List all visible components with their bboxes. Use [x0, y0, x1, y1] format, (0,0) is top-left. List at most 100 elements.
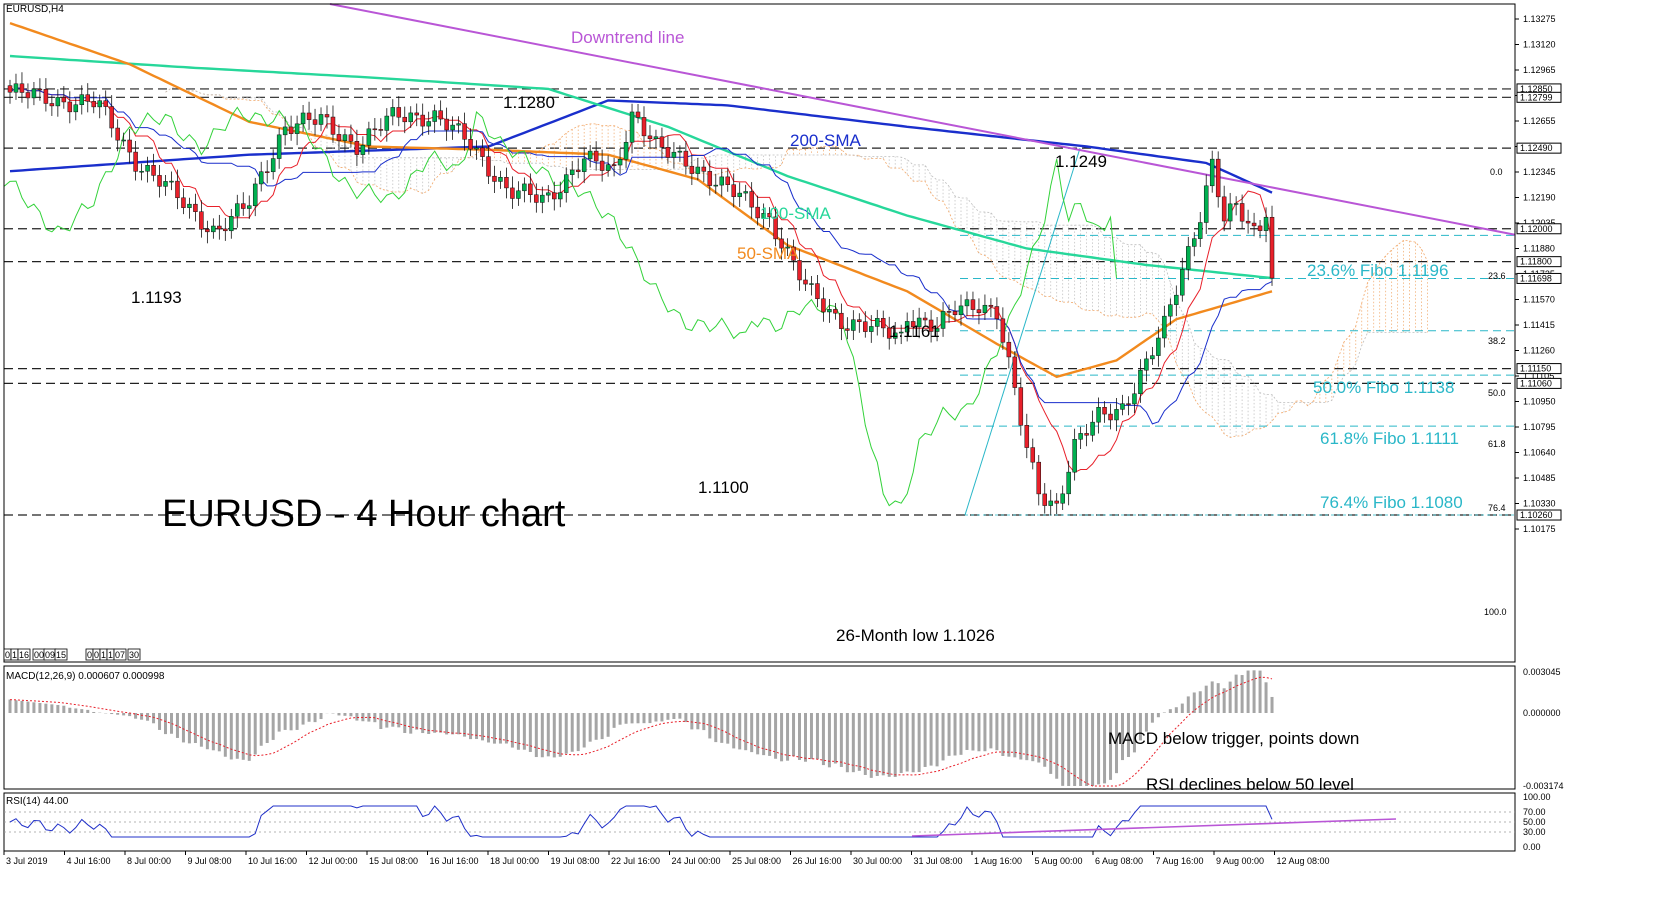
candle-body	[1024, 425, 1030, 448]
candle-body	[43, 89, 49, 104]
candle-body	[833, 309, 838, 314]
candle-body	[898, 331, 904, 334]
candle-body	[235, 203, 240, 217]
candle-body	[863, 321, 868, 332]
rsi-label: RSI(14) 44.00	[6, 796, 69, 807]
price-tick-label: 1.10640	[1523, 448, 1556, 458]
price-label-1-1249: 1.1249	[1055, 152, 1107, 171]
time-box-label: 07	[115, 650, 125, 660]
sma100-label: 100-SMA	[760, 204, 832, 223]
price-tick-label: 1.12190	[1523, 193, 1556, 203]
price-axis: 1.132751.131201.129651.128101.126551.125…	[3, 14, 1562, 661]
time-tick-label: 3 Jul 2019	[6, 856, 48, 866]
price-tick-label: 1.13120	[1523, 40, 1556, 50]
fibo-scale-23-6: 23.6	[1488, 271, 1506, 281]
sma200-line	[9, 99, 1273, 194]
time-axis: 3 Jul 2019 4 Jul 16:00 8 Jul 00:00 9 Jul 08…	[3, 851, 1330, 866]
candle-body	[892, 332, 898, 339]
candle-body	[982, 304, 988, 314]
time-tick-label: 12 Jul 00:00	[309, 856, 358, 866]
senkou-span-a	[165, 87, 1428, 438]
candle-body	[827, 309, 832, 313]
time-tick-label: 9 Aug 00:00	[1216, 856, 1264, 866]
horizontal-levels	[4, 88, 1515, 516]
level-box-label: 1.12799	[1520, 92, 1553, 102]
candle-body	[815, 283, 820, 300]
price-tick-label: 1.11105	[1523, 371, 1554, 381]
candle-body	[109, 106, 114, 129]
candle-body	[306, 112, 312, 120]
candle-body	[946, 311, 952, 313]
candle-body	[809, 283, 814, 285]
candle-body	[384, 115, 390, 131]
candle-body	[779, 238, 784, 249]
candle-body	[1012, 356, 1018, 388]
price-tick-label: 1.11880	[1523, 244, 1555, 254]
candle-body	[432, 110, 437, 122]
price-label-1-1100: 1.1100	[698, 478, 749, 497]
candle-body	[19, 83, 25, 93]
candle-body	[258, 171, 264, 185]
candle-body	[1048, 500, 1053, 506]
candle-body	[916, 317, 922, 328]
candle-body	[1006, 341, 1012, 358]
candle-body	[922, 317, 928, 321]
candle-body	[486, 156, 491, 177]
time-box-label: 1	[101, 650, 106, 660]
sma50-label: 50-SMA	[737, 244, 799, 263]
time-box	[127, 648, 141, 661]
candle-body	[599, 160, 605, 171]
chart-title: EURUSD - 4 Hour chart	[162, 493, 566, 535]
candle-body	[246, 205, 252, 209]
candle-body	[1060, 493, 1065, 504]
level-box	[1516, 377, 1562, 389]
candle-body	[677, 150, 683, 153]
candle-body	[217, 225, 222, 230]
candle-body	[994, 306, 1000, 320]
price-tick-label: 1.11415	[1523, 320, 1555, 330]
candle-body	[366, 128, 372, 146]
candle-body	[504, 177, 509, 189]
candle-body	[988, 304, 994, 307]
macd-note: MACD below trigger, points down	[1108, 729, 1359, 748]
candle-body	[145, 165, 150, 172]
candle-body	[952, 311, 958, 316]
time-box-label: 1	[108, 650, 113, 660]
time-box-label: 0	[5, 650, 10, 660]
rsi-tick-label: 0.00	[1523, 842, 1541, 852]
candle-body	[402, 116, 408, 123]
candle-body	[1078, 433, 1083, 440]
candle-body	[701, 166, 707, 172]
price-tick-label: 1.12035	[1523, 218, 1556, 228]
time-tick-label: 25 Jul 08:00	[732, 856, 781, 866]
rsi-tick-label: 50.00	[1523, 817, 1546, 827]
candle-body	[1197, 222, 1203, 239]
price-tick-label: 1.12655	[1523, 116, 1556, 126]
candle-body	[1174, 294, 1179, 305]
macd-panel-frame	[3, 665, 1516, 790]
candle-body	[1233, 203, 1239, 205]
rsi-tick-label: 30.00	[1523, 827, 1546, 837]
candle-body	[1138, 369, 1143, 395]
candle-body	[1209, 158, 1215, 187]
fibo-61-8-label: 61.8% Fibo 1.1111	[1320, 429, 1459, 448]
level-box-label: 1.12850	[1520, 84, 1553, 94]
candle-body	[163, 181, 168, 187]
candle-body	[1162, 315, 1167, 339]
candle-body	[976, 309, 982, 314]
time-tick-label: 16 Jul 16:00	[430, 856, 479, 866]
candle-body	[1186, 246, 1191, 270]
candle-body	[31, 88, 37, 99]
candle-body	[1108, 413, 1113, 421]
fibo-scale-100: 100.0	[1484, 607, 1507, 617]
level-box-label: 1.12000	[1520, 224, 1553, 234]
candle-body	[1239, 203, 1245, 222]
candle-body	[928, 319, 934, 332]
candle-body	[665, 147, 671, 158]
candle-body	[1221, 196, 1227, 222]
price-label-1-1161: 1.1161	[889, 322, 940, 341]
candle-body	[1144, 358, 1149, 371]
candle-body	[558, 192, 563, 200]
candle-body	[139, 170, 144, 173]
